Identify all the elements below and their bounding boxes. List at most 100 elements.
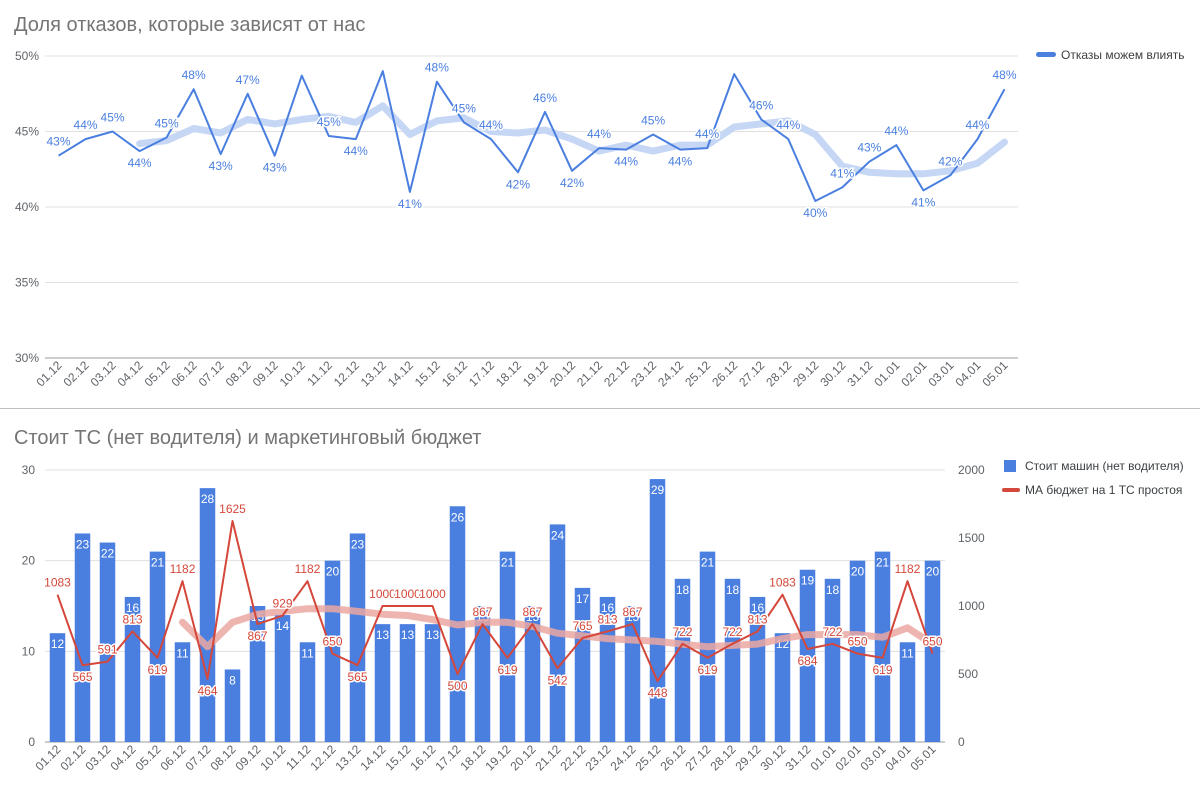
data-label: 45% [101, 111, 125, 125]
y-tick-label: 45% [15, 125, 39, 139]
bar-value-label: 13 [376, 628, 390, 642]
data-label: 650 [322, 635, 342, 649]
x-tick-label: 13.12 [358, 358, 389, 389]
data-label: 722 [822, 625, 842, 639]
x-tick-label: 30.12 [757, 742, 788, 773]
x-tick-label: 06.12 [157, 742, 188, 773]
data-label: 43% [263, 161, 287, 175]
data-label: 48% [425, 61, 449, 75]
data-label: 43% [857, 141, 881, 155]
data-label: 1182 [170, 562, 196, 576]
x-tick-label: 14.12 [357, 742, 388, 773]
data-label: 48% [182, 68, 206, 82]
x-tick-label: 26.12 [657, 742, 688, 773]
data-label: 867 [622, 605, 642, 619]
legend-label: Стоит машин (нет водителя) [1025, 459, 1184, 473]
bar-value-label: 20 [926, 565, 940, 579]
bar-value-label: 15 [626, 610, 640, 624]
x-tick-label: 02.01 [898, 358, 929, 389]
x-tick-label: 27.12 [682, 742, 713, 773]
x-tick-label: 15.12 [412, 358, 443, 389]
bar-value-label: 21 [501, 556, 515, 570]
x-tick-label: 05.12 [132, 742, 163, 773]
bar [424, 624, 441, 742]
y-right-tick-label: 500 [958, 667, 978, 681]
x-tick-label: 09.12 [250, 358, 281, 389]
data-label: 765 [572, 619, 592, 633]
bar-value-label: 20 [326, 565, 340, 579]
bar-value-label: 21 [151, 556, 165, 570]
y-right-tick-label: 0 [958, 735, 965, 749]
x-tick-label: 02.01 [832, 742, 863, 773]
bar-value-label: 24 [551, 528, 565, 542]
bar-value-label: 11 [176, 646, 189, 660]
data-label: 44% [74, 118, 98, 132]
chart-panel-budget: Стоит ТС (нет водителя) и маркетинговый … [0, 410, 1200, 786]
x-tick-label: 05.12 [142, 358, 173, 389]
data-label: 41% [911, 195, 935, 209]
bar-value-label: 19 [801, 574, 815, 588]
data-label: 867 [472, 605, 492, 619]
data-label: 500 [447, 679, 467, 693]
x-tick-label: 25.12 [682, 358, 713, 389]
x-tick-label: 11.12 [304, 358, 335, 389]
bar-value-label: 15 [526, 610, 540, 624]
line-chart-refusals: 50%45%40%35%30%01.1202.1203.1204.1205.12… [15, 48, 1185, 389]
bar [724, 578, 741, 742]
combo-chart-budget: 3020100200015001000500001.1202.1203.1204… [22, 459, 1184, 773]
bar-value-label: 21 [876, 556, 890, 570]
x-tick-label: 27.12 [736, 358, 767, 389]
x-tick-label: 15.12 [382, 742, 413, 773]
bar-value-label: 16 [601, 601, 615, 615]
data-label: 47% [236, 73, 260, 87]
data-label: 464 [197, 684, 217, 698]
bar [649, 479, 666, 742]
x-tick-label: 11.12 [283, 742, 314, 773]
data-label: 619 [872, 663, 892, 677]
bar [374, 624, 391, 742]
bar [249, 606, 266, 742]
data-label: 41% [830, 166, 854, 180]
x-tick-label: 03.12 [82, 742, 113, 773]
bar-value-label: 18 [676, 583, 690, 597]
x-tick-label: 31.12 [844, 358, 875, 389]
y-left-tick-label: 30 [22, 463, 36, 477]
y-tick-label: 30% [15, 351, 39, 365]
data-label: 42% [938, 154, 962, 168]
data-label: 1000 [394, 587, 421, 601]
bar-value-label: 17 [576, 592, 590, 606]
data-label: 44% [587, 127, 611, 141]
data-label: 44% [344, 144, 368, 158]
bar-value-label: 8 [229, 673, 236, 687]
x-tick-label: 28.12 [707, 742, 738, 773]
x-tick-label: 03.01 [925, 358, 956, 389]
bar-value-label: 11 [301, 646, 314, 660]
y-right-tick-label: 2000 [958, 463, 985, 477]
series-line-refusals [57, 70, 1006, 202]
bar [474, 606, 491, 742]
bar [124, 596, 141, 742]
bar-value-label: 23 [351, 537, 365, 551]
data-label: 650 [922, 635, 942, 649]
x-tick-label: 07.12 [182, 742, 213, 773]
bar [49, 633, 66, 742]
data-label: 1182 [295, 562, 321, 576]
trendline [179, 605, 936, 651]
x-tick-label: 19.12 [520, 358, 551, 389]
data-label: 867 [247, 629, 267, 643]
bar-value-label: 20 [851, 565, 865, 579]
data-label: 591 [97, 643, 117, 657]
data-label: 44% [884, 124, 908, 138]
x-tick-label: 10.12 [257, 742, 288, 773]
x-tick-label: 05.01 [907, 742, 938, 773]
x-tick-label: 03.12 [88, 358, 119, 389]
y-tick-label: 35% [15, 276, 39, 290]
x-tick-label: 02.12 [61, 358, 92, 389]
data-label: 565 [347, 670, 367, 684]
data-label: 43% [46, 135, 70, 149]
bar-value-label: 11 [901, 646, 914, 660]
x-tick-label: 17.12 [432, 742, 463, 773]
data-label: 684 [797, 654, 817, 668]
x-tick-label: 29.12 [732, 742, 763, 773]
bar [674, 578, 691, 742]
